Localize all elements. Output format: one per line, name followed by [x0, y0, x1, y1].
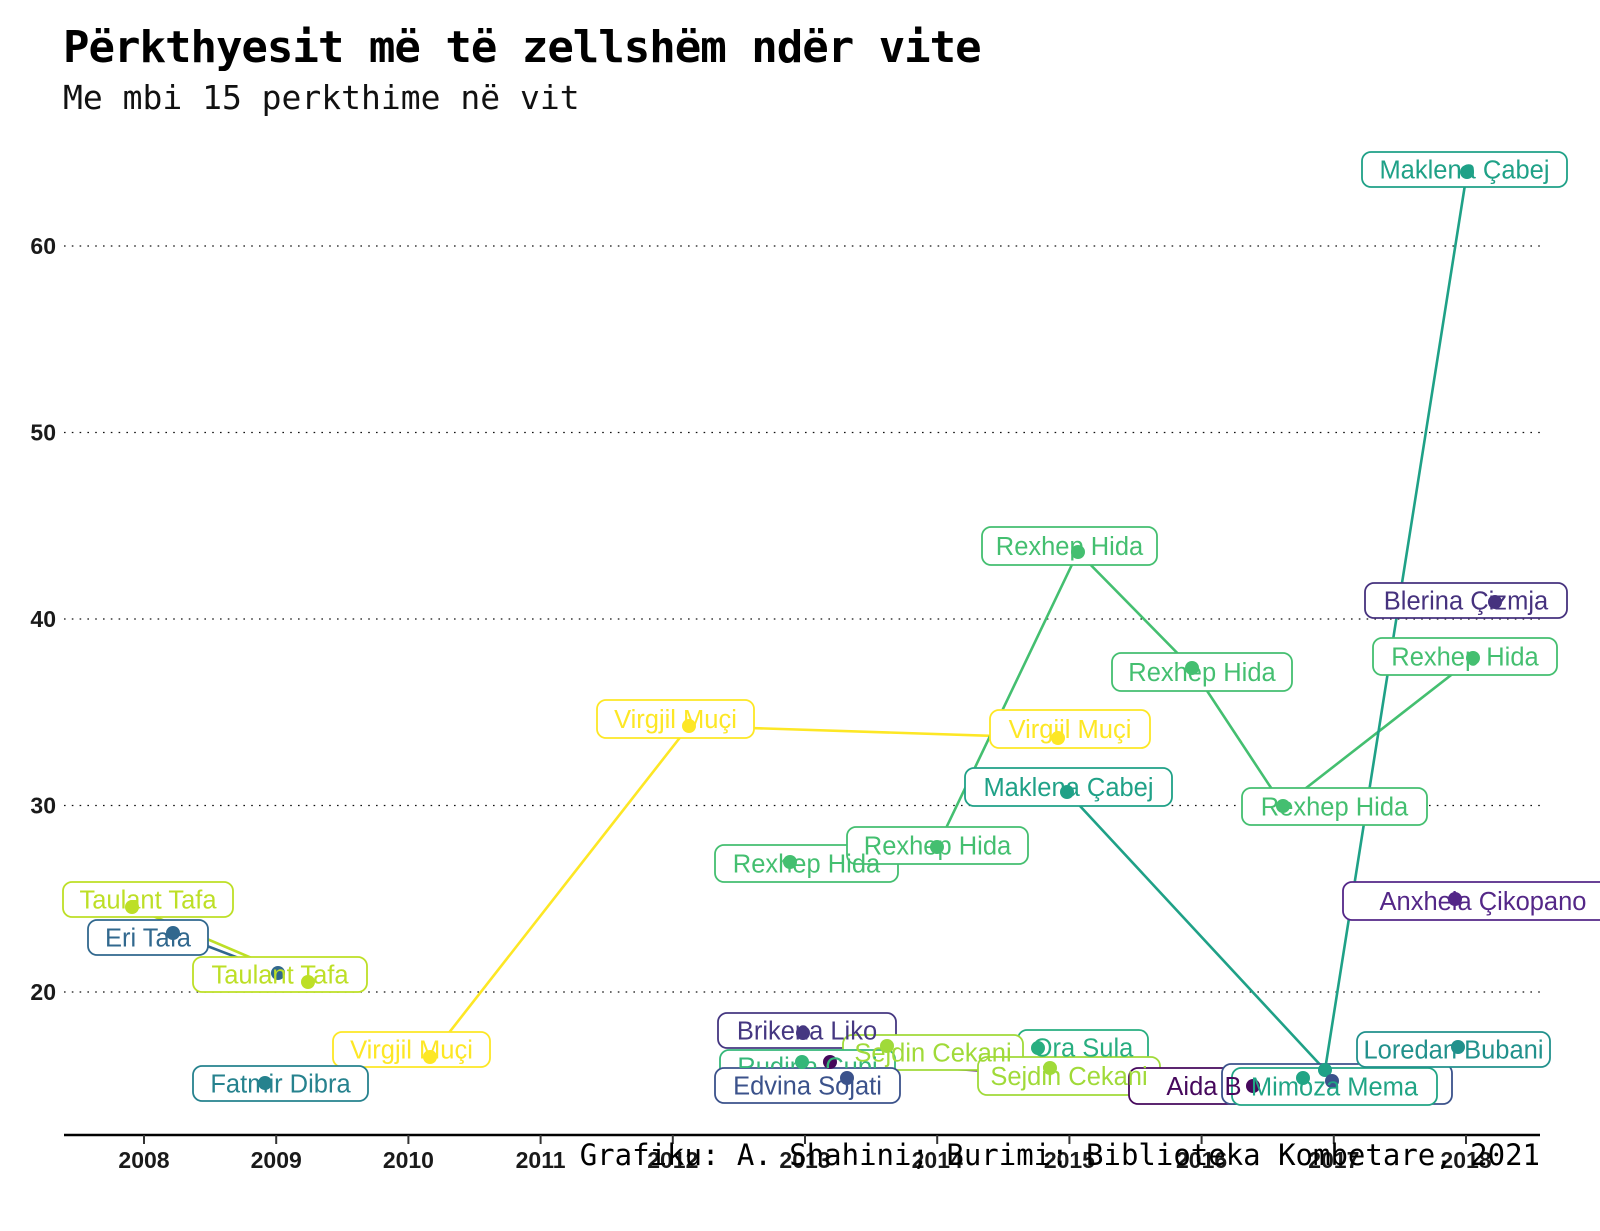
data-point-Taulant Tafa-2009: [301, 975, 315, 989]
data-point-hidden-2017: [1325, 1074, 1339, 1088]
data-point-Eri Tafa-2009: [271, 966, 285, 980]
translator-label-text-loredan-2018: Loredan Bubani: [1363, 1037, 1543, 1065]
translator-label-text-taulant-2008: Taulant Tafa: [79, 887, 217, 915]
translator-label-box-virgjil-2010: [332, 1031, 491, 1068]
translator-label-box-rexhep-2015: [981, 526, 1158, 566]
translator-label-text-maklena-2018: Maklena Çabej: [1379, 157, 1549, 185]
translator-label-text-maklena-2015: Maklena Çabej: [983, 774, 1153, 802]
chart-caption: Grafiku: A. Shahini; Burimi: Biblioteka …: [579, 1138, 1540, 1172]
y-tick-label-60: 60: [30, 233, 56, 259]
translator-label-text-ora-2015: Ora Sula: [1033, 1035, 1134, 1063]
data-point-Virgjil Muçi-2010: [423, 1050, 437, 1064]
x-tick-label-2010: 2010: [383, 1147, 434, 1173]
layer-lines: [131, 171, 1474, 1088]
data-point-Rexhep Hida-2018: [1466, 651, 1480, 665]
translator-label-box-rexhep-2018: [1372, 637, 1558, 676]
translator-label-text-sejdin-2013: Sejdin Cekani: [854, 1040, 1011, 1068]
layer-dots: [125, 165, 1502, 1093]
data-point-Rudina Çupi-2013: [795, 1055, 809, 1069]
translator-label-box-taulant-2008: [62, 881, 234, 918]
data-point-Aida B-2013: [823, 1055, 837, 1069]
translator-label-text-virgjil-2010: Virgjil Muçi: [350, 1037, 473, 1065]
translator-label-text-rexhep-2014: Rexhep Hida: [864, 833, 1012, 861]
translator-label-text-eri-2008: Eri Tafa: [105, 925, 192, 953]
chart-title: Përkthyesit më të zellshëm ndër vite: [63, 22, 982, 73]
x-tick-label-2009: 2009: [251, 1147, 302, 1173]
translator-label-box-blerina-2018: [1364, 582, 1568, 619]
x-tick-label-2012: 2012: [647, 1147, 698, 1173]
x-tick-label-2011: 2011: [516, 1147, 566, 1173]
x-tick-label-2017: 2017: [1308, 1147, 1359, 1173]
translator-label-box-virgjil-2015: [989, 709, 1151, 749]
translator-label-text-taulant-2009: Taulant Tafa: [211, 962, 349, 990]
data-point-Anxhela Çikopano-2018: [1448, 892, 1462, 906]
x-tick-label-2015: 2015: [1044, 1147, 1095, 1173]
x-tick-label-2014: 2014: [912, 1147, 963, 1173]
translator-label-box-rexhep-2016: [1111, 652, 1293, 692]
translator-label-text-sejdin-2015: Sejdin Cekani: [990, 1063, 1147, 1091]
translator-label-text-rexhep-2016: Rexhep Hida: [1128, 659, 1276, 687]
x-tick-label-2016: 2016: [1176, 1147, 1227, 1173]
data-point-Fatmir Dibra-2009: [258, 1076, 272, 1090]
data-point-Virgjil Muçi-2015: [1051, 731, 1065, 745]
data-point-Taulant Tafa-2008: [125, 900, 139, 914]
data-point-Edvina Sojati-2013: [840, 1071, 854, 1085]
data-point-Rexhep Hida-2016: [1185, 661, 1199, 675]
translator-label-text-aida-2016: Aida B: [1166, 1073, 1241, 1101]
translator-label-box-anxhela-2018: [1342, 881, 1600, 921]
translator-label-text-rexhep-2015: Rexhep Hida: [996, 533, 1144, 561]
data-point-Ora Sula-2015: [1031, 1041, 1045, 1055]
translator-label-text-blerina-2018: Blerina Çizmja: [1384, 588, 1549, 616]
x-tick-label-2013: 2013: [779, 1147, 830, 1173]
translator-label-text-anxhela-2018: Anxhela Çikopano: [1380, 888, 1587, 916]
y-tick-label-20: 20: [30, 979, 56, 1005]
translator-label-text-edvina-2013: Edvina Sojati: [733, 1073, 882, 1101]
translator-label-text-rexhep-2018: Rexhep Hida: [1391, 644, 1539, 672]
translator-label-text-mimoza-2017: Mimoza Mema: [1251, 1074, 1419, 1102]
translator-label-text-rudina-2013: Rudina Çupi: [737, 1054, 877, 1082]
data-point-Rexhep Hida-2017: [1276, 799, 1290, 813]
data-point-Maklena Çabej-2018: [1460, 165, 1474, 179]
data-point-Aida B-2016: [1246, 1079, 1260, 1093]
data-point-Sejdin Cekani-2015: [1043, 1061, 1057, 1075]
translator-label-box-virgjil-2012: [596, 699, 755, 739]
data-point-Blerina Çizmja-2018: [1488, 595, 1502, 609]
data-point-Sejdin Cekani-2013: [880, 1039, 894, 1053]
data-point-Virgjil Muçi-2012: [682, 719, 696, 733]
translator-label-text-virgjil-2012: Virgjil Muçi: [614, 706, 737, 734]
data-point-Brikena Liko-2013: [796, 1026, 810, 1040]
data-point-Rexhep Hida-2013: [783, 855, 797, 869]
y-tick-label-40: 40: [30, 606, 56, 632]
layer-grid: 20 30 40 50 60 2008 2009 2010 2011 2012 2013 2014 20…: [30, 233, 1540, 1173]
x-tick-label-2018: 2018: [1440, 1147, 1491, 1173]
y-tick-label-30: 30: [30, 793, 56, 819]
series-line-Virgjil Muçi: [428, 724, 1059, 1058]
data-point-Maklena Çabej-2015: [1060, 785, 1074, 799]
data-point-Mimoza Mema-2017: [1296, 1071, 1310, 1085]
data-point-Rexhep Hida-2014: [930, 840, 944, 854]
chart-subtitle: Me mbi 15 perkthime në vit: [63, 78, 580, 117]
data-point-Eri Tafa-2008: [166, 926, 180, 940]
translator-label-text-fatmir-2009: Fatmir Dibra: [210, 1071, 351, 1099]
translator-label-text-rexhep-2017: Rexhep Hida: [1261, 794, 1409, 822]
translator-label-box-fatmir-2009: [192, 1065, 369, 1102]
translator-label-text-rexhep-2013: Rexhep Hida: [733, 851, 881, 879]
series-line-Maklena Çabej: [1066, 171, 1469, 1072]
translator-label-box-rexhep-2017: [1241, 787, 1428, 826]
x-tick-label-2008: 2008: [118, 1147, 169, 1173]
data-point-Loredan Bubani-2018: [1451, 1040, 1465, 1054]
layer-texts: Taulant Tafa Eri Tafa Taulant Tafa Virgjil …: [79, 157, 1586, 1102]
translator-label-text-brikena-2013: Brikena Liko: [737, 1018, 877, 1046]
data-point-Rexhep Hida-2015: [1071, 545, 1085, 559]
y-tick-label-50: 50: [30, 420, 56, 446]
translator-label-text-virgjil-2015: Virgjil Muçi: [1009, 716, 1132, 744]
data-point-Maklena Çabej-2017: [1318, 1063, 1332, 1077]
